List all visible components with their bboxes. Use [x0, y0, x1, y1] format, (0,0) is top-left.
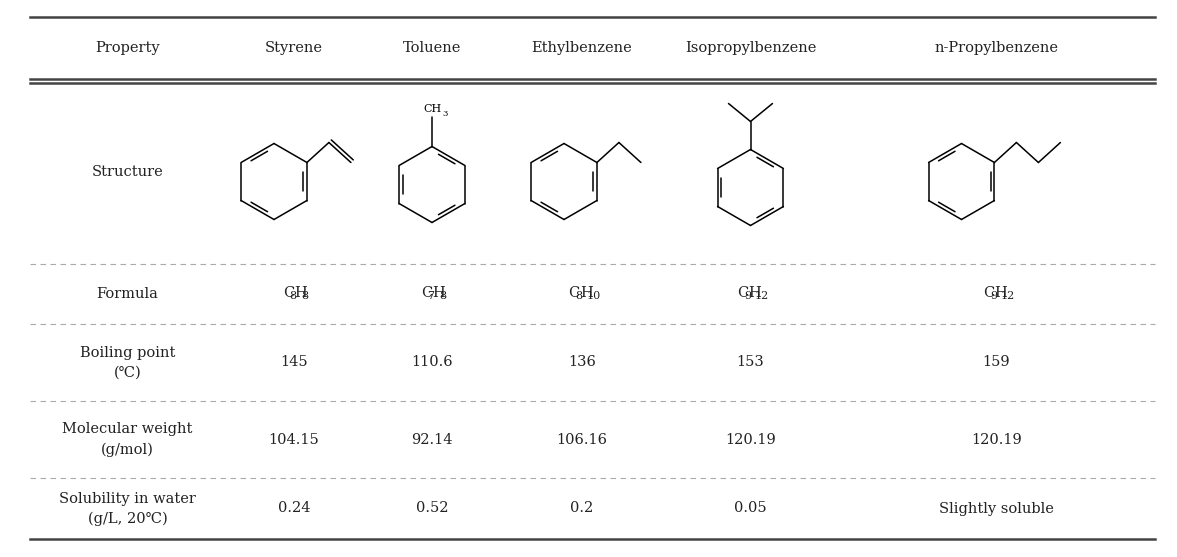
Text: 9: 9 — [990, 291, 997, 301]
Text: 8: 8 — [290, 291, 297, 301]
Text: H: H — [749, 286, 762, 300]
Text: (℃): (℃) — [114, 365, 141, 379]
Text: H: H — [432, 286, 445, 300]
Text: H: H — [580, 286, 592, 300]
Text: C: C — [737, 286, 749, 300]
Text: C: C — [983, 286, 995, 300]
Text: 9: 9 — [744, 291, 751, 301]
Text: 7: 7 — [427, 291, 434, 301]
Text: H: H — [294, 286, 307, 300]
Text: 104.15: 104.15 — [268, 432, 319, 447]
Text: n-Propylbenzene: n-Propylbenzene — [935, 41, 1058, 55]
Text: Structure: Structure — [92, 164, 164, 178]
Text: 0.2: 0.2 — [571, 501, 593, 515]
Text: 120.19: 120.19 — [725, 432, 776, 447]
Text: 0.05: 0.05 — [734, 501, 766, 515]
Text: C: C — [568, 286, 580, 300]
Text: 12: 12 — [1002, 291, 1016, 301]
Text: 8: 8 — [439, 291, 446, 301]
Text: CH: CH — [423, 105, 441, 115]
Text: H: H — [995, 286, 1008, 300]
Text: 12: 12 — [756, 291, 770, 301]
Text: 0.24: 0.24 — [278, 501, 311, 515]
Text: (g/L, 20℃): (g/L, 20℃) — [87, 511, 167, 526]
Text: 0.52: 0.52 — [415, 501, 448, 515]
Text: Ethylbenzene: Ethylbenzene — [532, 41, 632, 55]
Text: Slightly soluble: Slightly soluble — [939, 501, 1053, 515]
Text: 92.14: 92.14 — [411, 432, 453, 447]
Text: C: C — [282, 286, 294, 300]
Text: Styrene: Styrene — [265, 41, 322, 55]
Text: 145: 145 — [280, 355, 308, 369]
Text: 10: 10 — [586, 291, 601, 301]
Text: Molecular weight: Molecular weight — [62, 423, 193, 437]
Text: Property: Property — [95, 41, 160, 55]
Text: Formula: Formula — [97, 287, 159, 301]
Text: 8: 8 — [576, 291, 583, 301]
Text: 153: 153 — [737, 355, 764, 369]
Text: 3: 3 — [443, 110, 447, 118]
Text: C: C — [420, 286, 432, 300]
Text: Toluene: Toluene — [403, 41, 461, 55]
Text: 136: 136 — [568, 355, 596, 369]
Text: 110.6: 110.6 — [411, 355, 453, 369]
Text: 120.19: 120.19 — [971, 432, 1022, 447]
Text: Isopropylbenzene: Isopropylbenzene — [685, 41, 816, 55]
Text: (g/mol): (g/mol) — [101, 442, 154, 457]
Text: 106.16: 106.16 — [557, 432, 607, 447]
Text: 159: 159 — [983, 355, 1010, 369]
Text: 8: 8 — [301, 291, 308, 301]
Text: Solubility in water: Solubility in water — [59, 491, 195, 506]
Text: Boiling point: Boiling point — [80, 345, 175, 359]
